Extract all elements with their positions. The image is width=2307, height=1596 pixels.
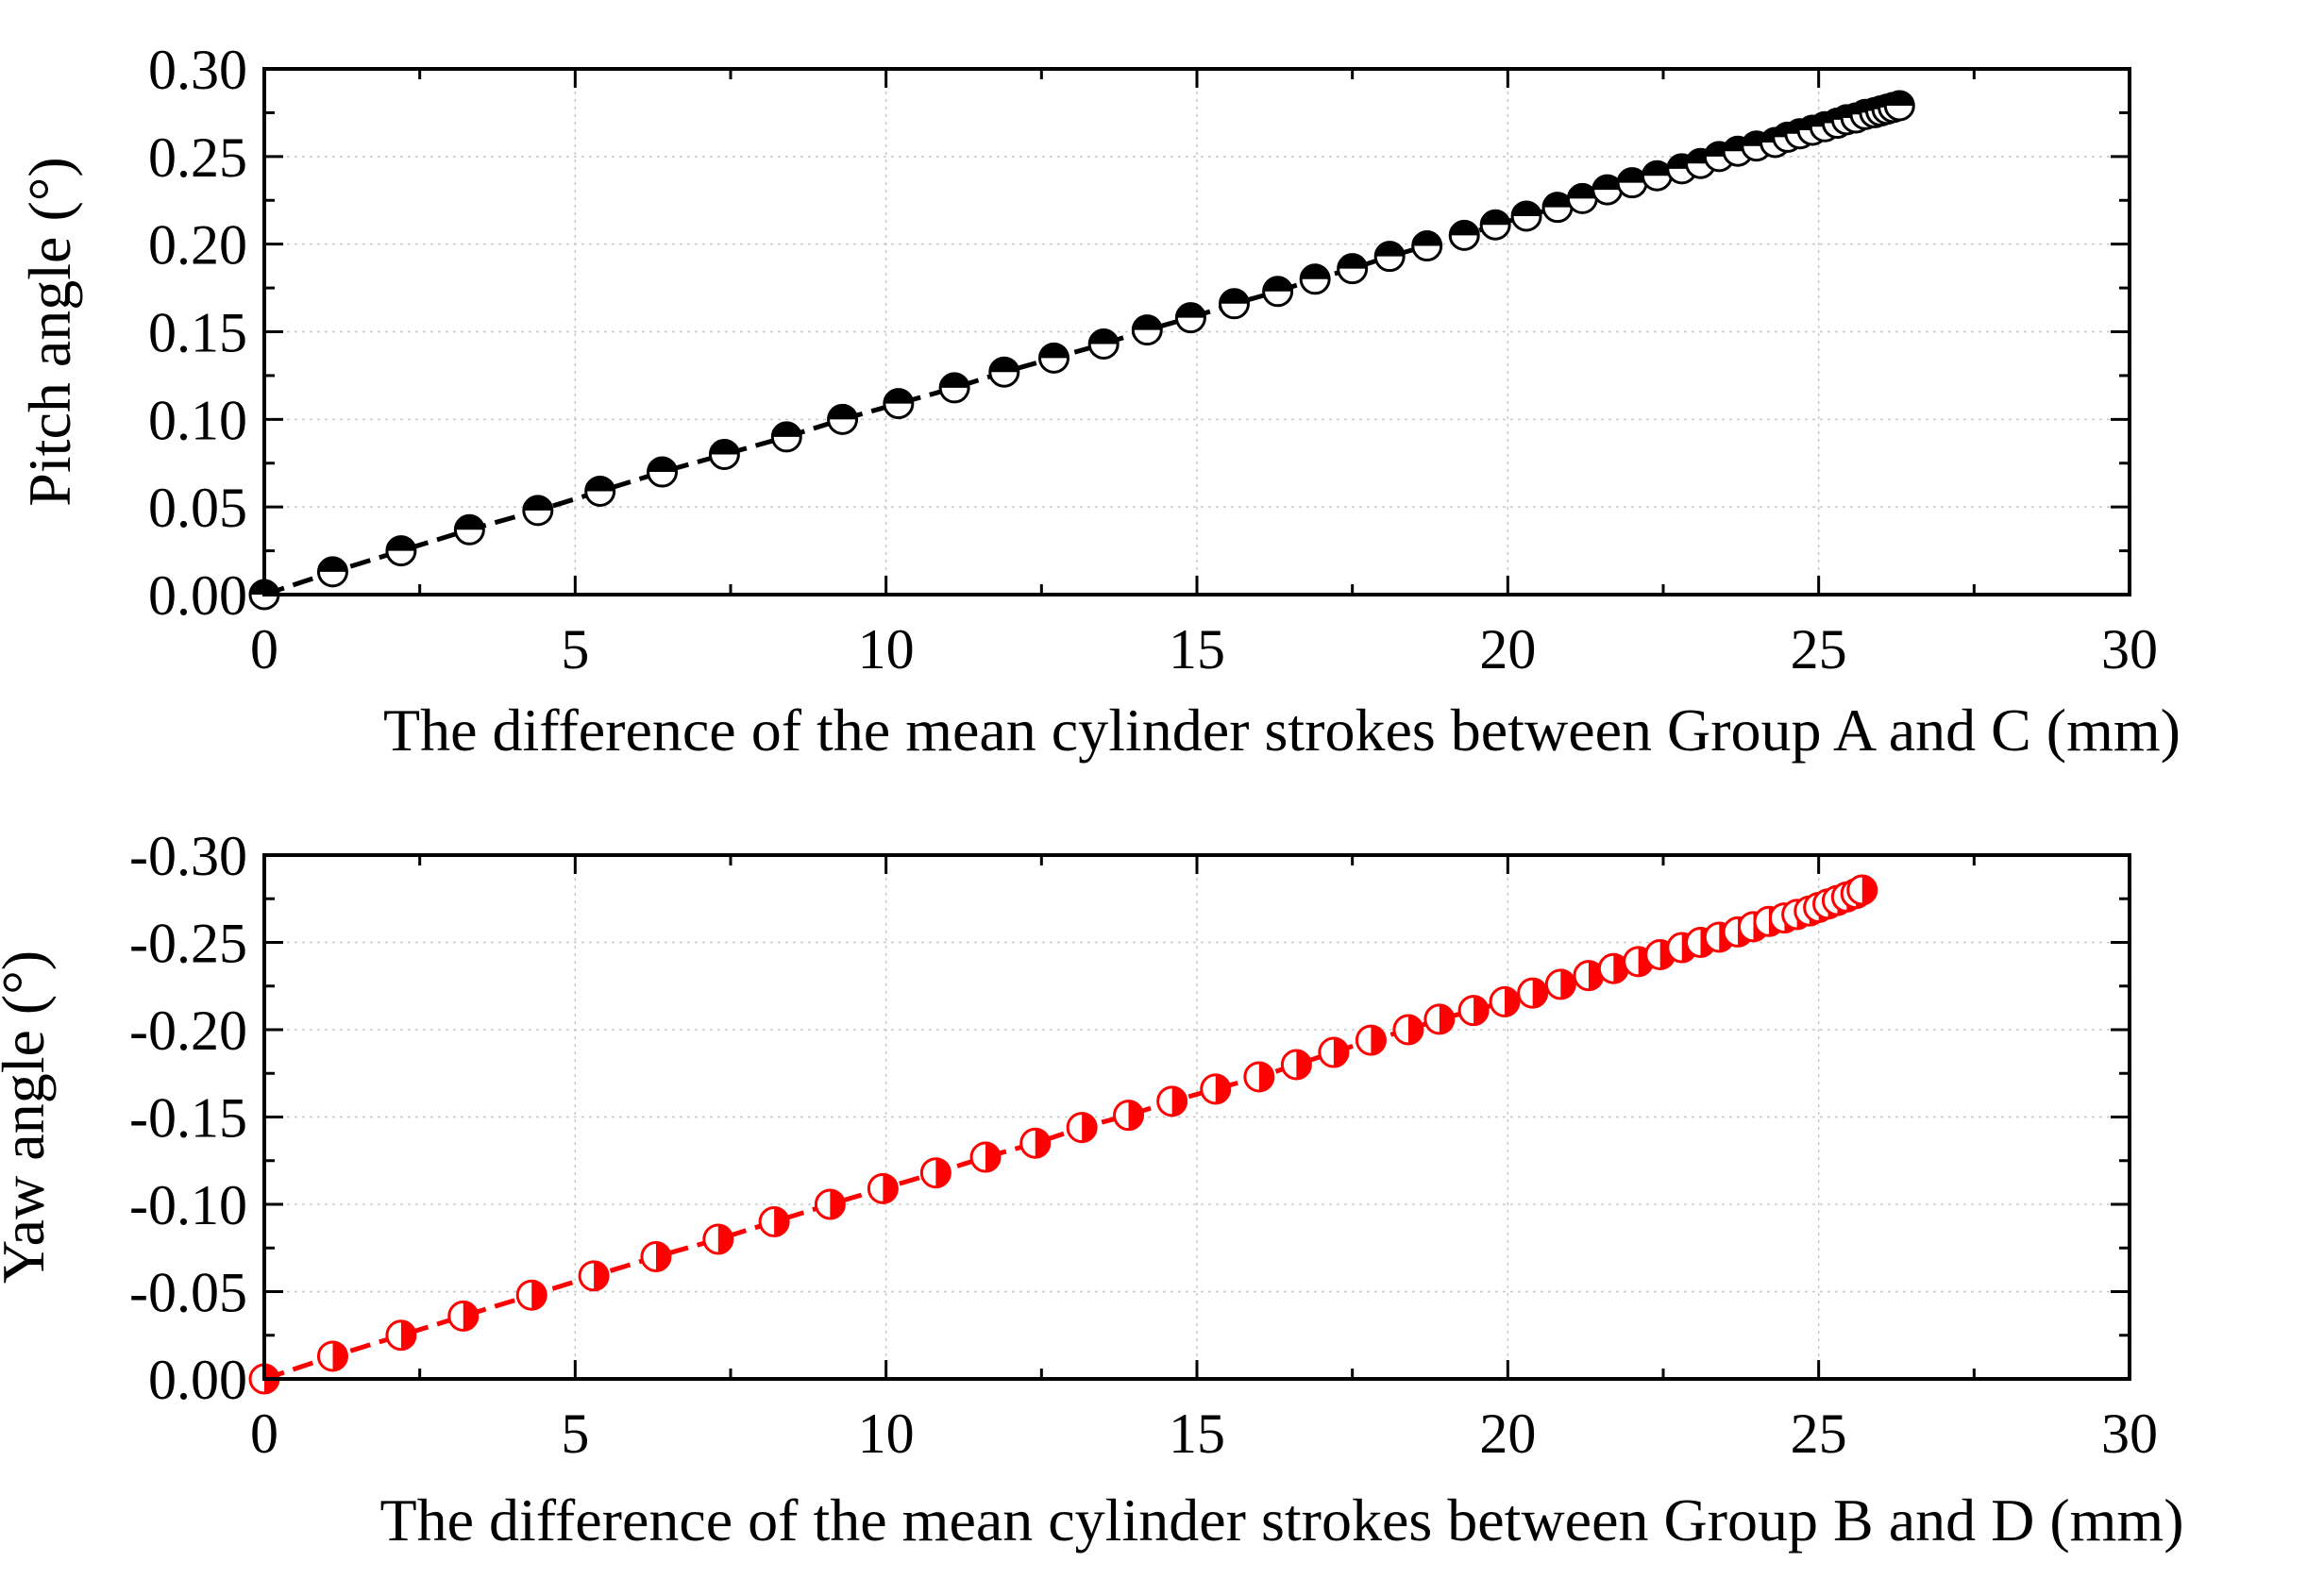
- y-tick-label: -0.10: [129, 1174, 247, 1236]
- x-axis-title: The difference of the mean cylinder stro…: [383, 697, 2181, 764]
- data-point: [1883, 90, 1915, 122]
- data-point: [316, 1340, 348, 1372]
- y-tick-label: 0.20: [148, 214, 247, 277]
- data-point: [522, 495, 554, 527]
- data-point: [1479, 209, 1511, 241]
- data-point: [1262, 276, 1294, 308]
- data-point: [515, 1279, 547, 1311]
- data-point: [1200, 1073, 1232, 1105]
- data-point: [647, 456, 679, 488]
- data-point: [1846, 874, 1878, 906]
- yaw-chart: 0 5 10 15 20 25 30 0.00 -0.05 -0.10 -0.15 -0.20 -0.2…: [0, 825, 2184, 1554]
- plot-frame: [262, 853, 2131, 1381]
- data-point: [770, 421, 802, 453]
- data-point: [1219, 288, 1251, 320]
- y-tick-label: -0.05: [129, 1262, 247, 1324]
- data-point: [1517, 977, 1549, 1009]
- x-tick-label: 20: [1479, 618, 1536, 680]
- data-point: [1131, 314, 1163, 346]
- x-tick-label: 15: [1169, 1403, 1225, 1465]
- data-point: [578, 1260, 610, 1292]
- y-tick-label: 0.05: [148, 477, 247, 539]
- data-point: [1541, 192, 1574, 224]
- data-point: [1411, 230, 1443, 262]
- data-point: [1156, 1085, 1188, 1117]
- x-tick-label: 5: [561, 618, 589, 680]
- data-point: [385, 535, 417, 567]
- y-tick-label: -0.15: [129, 1087, 247, 1150]
- x-tick-label: 30: [2101, 618, 2158, 680]
- x-tick-label: 5: [561, 1403, 589, 1465]
- data-point: [1337, 253, 1369, 285]
- y-axis-title: Pitch angle (°): [16, 157, 83, 506]
- data-point: [1087, 328, 1120, 360]
- x-tick-label: 25: [1791, 1403, 1847, 1465]
- x-tick-label: 0: [250, 618, 278, 680]
- y-tick-label: -0.30: [129, 825, 247, 887]
- data-point: [938, 372, 970, 404]
- data-point: [758, 1206, 790, 1237]
- data-point: [1299, 263, 1331, 295]
- data-point: [1544, 968, 1576, 1000]
- data-point: [1174, 302, 1206, 334]
- data-point: [919, 1157, 951, 1189]
- data-point: [988, 356, 1020, 388]
- data-point: [1243, 1061, 1275, 1093]
- data-point: [1423, 1003, 1456, 1035]
- x-axis-title: The difference of the mean cylinder stro…: [379, 1487, 2183, 1554]
- x-tick-label: 25: [1791, 618, 1847, 680]
- data-point: [969, 1141, 1002, 1173]
- x-tick-label: 15: [1169, 618, 1225, 680]
- data-point: [1038, 342, 1070, 374]
- data-point: [1019, 1127, 1052, 1159]
- data-point: [447, 1300, 480, 1332]
- data-point: [640, 1241, 672, 1272]
- data-point: [883, 388, 915, 420]
- data-point: [1392, 1014, 1424, 1046]
- data-point: [1066, 1112, 1098, 1144]
- data-point: [1510, 200, 1542, 232]
- data-point: [385, 1319, 417, 1352]
- data-point: [1641, 160, 1673, 192]
- data-point: [1355, 1024, 1387, 1056]
- x-tick-label: 0: [250, 1403, 278, 1465]
- y-tick-label: -0.20: [129, 1000, 247, 1062]
- data-point: [708, 438, 740, 470]
- y-tick-label: 0.30: [148, 39, 247, 101]
- plot-frame: [262, 67, 2131, 596]
- y-tick-label: 0.00: [148, 564, 247, 627]
- data-point: [453, 513, 485, 546]
- x-tick-label: 30: [2101, 1403, 2158, 1465]
- data-point: [1318, 1036, 1350, 1068]
- y-tick-label: 0.15: [148, 302, 247, 364]
- data-point: [702, 1223, 734, 1255]
- data-point: [827, 403, 859, 435]
- x-tick-label: 10: [858, 618, 915, 680]
- data-point: [1566, 182, 1598, 214]
- data-point: [584, 475, 616, 507]
- series-line: [263, 887, 1864, 1382]
- y-axis-title: Yaw angle (°): [0, 950, 57, 1284]
- data-point: [1280, 1049, 1312, 1081]
- y-tick-label: 0.10: [148, 389, 247, 451]
- pitch-chart: 0 5 10 15 20 25 30 0.00 0.05 0.10 0.15 0.20 0.25 0.30…: [16, 39, 2181, 764]
- y-tick-label: 0.25: [148, 126, 247, 189]
- data-point: [1489, 985, 1521, 1017]
- x-tick-label: 10: [858, 1403, 915, 1465]
- data-point: [1457, 995, 1490, 1027]
- data-point: [1113, 1100, 1145, 1132]
- data-point: [1448, 219, 1480, 251]
- x-tick-label: 20: [1479, 1403, 1536, 1465]
- data-point: [1373, 241, 1406, 273]
- y-tick-label: -0.25: [129, 913, 247, 975]
- data-point: [316, 556, 348, 588]
- y-tick-label: 0.00: [148, 1349, 247, 1411]
- data-point: [814, 1188, 846, 1220]
- data-point: [867, 1172, 899, 1204]
